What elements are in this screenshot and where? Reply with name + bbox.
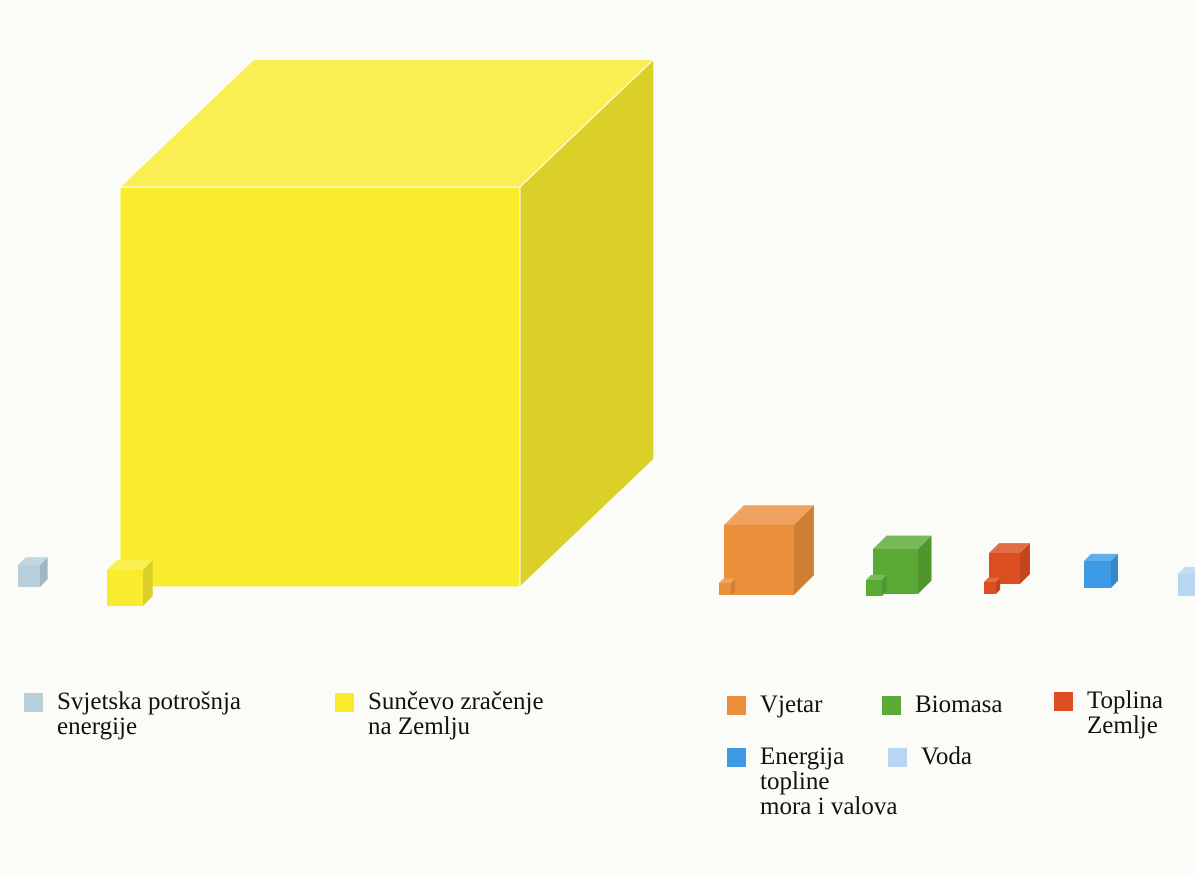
- legend-label-geothermal: Toplina Zemlje: [1087, 687, 1164, 739]
- geothermal-reference-cube: [984, 577, 1001, 594]
- ocean-cube-front-face: [1084, 561, 1111, 588]
- ocean-cube-side-face: [1111, 553, 1118, 588]
- consumption-cube-front-face: [18, 565, 40, 587]
- legend-label-hydro: Voda: [921, 743, 972, 770]
- biomass-reference-cube: [866, 574, 887, 596]
- wind-reference-cube: [719, 578, 736, 595]
- hydro-cube-front-face: [1178, 574, 1195, 596]
- hydro-cube: [1178, 566, 1195, 596]
- legend-label-wind: Vjetar: [760, 691, 823, 718]
- consumption-cube-top-face: [18, 557, 48, 565]
- hydro-cube-top-face: [1178, 566, 1195, 574]
- geothermal-cube: [989, 543, 1030, 584]
- legend-item-hydro: Voda: [888, 744, 972, 769]
- legend-swatch-hydro: [888, 748, 907, 767]
- solar-cube-front-face: [119, 186, 521, 588]
- ocean-cube-top-face: [1084, 553, 1118, 561]
- biomass-reference-cube-side-face: [882, 574, 887, 596]
- legend-swatch-ocean: [727, 748, 746, 767]
- legend-item-consumption: Svjetska potrošnja energije: [24, 689, 241, 739]
- legend-swatch-consumption: [24, 693, 43, 712]
- biomass-reference-cube-top-face: [866, 574, 887, 580]
- legend-item-geothermal: Toplina Zemlje: [1054, 688, 1163, 738]
- solar-cube: [119, 58, 655, 588]
- geothermal-reference-cube-side-face: [996, 577, 1001, 594]
- legend-swatch-wind: [727, 696, 746, 715]
- geothermal-cube-front-face: [989, 553, 1020, 584]
- solar-consumption-reference-cube-side-face: [143, 559, 153, 606]
- geothermal-reference-cube-top-face: [984, 577, 1001, 582]
- legend-item-biomass: Biomasa: [882, 692, 1003, 717]
- legend-swatch-biomass: [882, 696, 901, 715]
- solar-consumption-reference-cube: [107, 559, 153, 606]
- consumption-cube: [18, 557, 48, 587]
- legend-item-solar: Sunčevo zračenje na Zemlju: [335, 689, 544, 739]
- wind-cube-side-face: [794, 505, 814, 595]
- biomass-cube-top-face: [873, 535, 932, 549]
- biomass-reference-cube-front-face: [866, 580, 882, 596]
- wind-reference-cube-side-face: [731, 578, 736, 595]
- ocean-cube: [1084, 553, 1118, 588]
- wind-cube-top-face: [724, 505, 814, 525]
- wind-reference-cube-front-face: [719, 583, 731, 595]
- legend-item-wind: Vjetar: [727, 692, 822, 717]
- legend-item-ocean: Energija topline mora i valova: [727, 744, 897, 819]
- legend-label-ocean: Energija topline mora i valova: [760, 743, 898, 820]
- consumption-cube-side-face: [40, 557, 48, 587]
- legend-swatch-geothermal: [1054, 692, 1073, 711]
- legend-swatch-solar: [335, 693, 354, 712]
- legend-label-biomass: Biomasa: [915, 691, 1003, 718]
- geothermal-cube-side-face: [1020, 543, 1030, 584]
- geothermal-cube-top-face: [989, 543, 1030, 553]
- solar-consumption-reference-cube-front-face: [107, 570, 143, 606]
- wind-cube: [724, 505, 814, 595]
- wind-reference-cube-top-face: [719, 578, 736, 583]
- wind-cube-front-face: [724, 525, 794, 595]
- legend-label-consumption: Svjetska potrošnja energije: [57, 688, 242, 740]
- legend-label-solar: Sunčevo zračenje na Zemlju: [368, 688, 544, 740]
- biomass-cube-side-face: [918, 535, 932, 594]
- geothermal-reference-cube-front-face: [984, 582, 996, 594]
- solar-consumption-reference-cube-top-face: [107, 559, 153, 570]
